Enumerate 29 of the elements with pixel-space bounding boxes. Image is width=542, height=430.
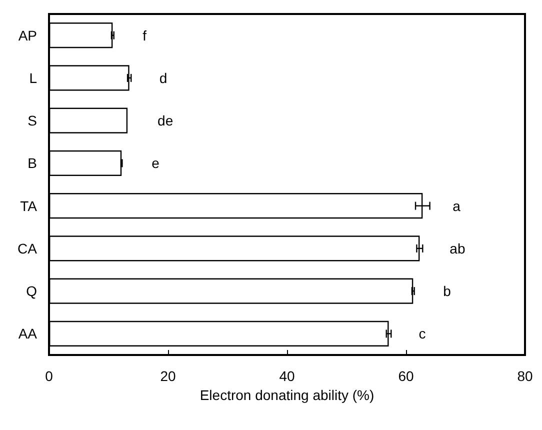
- bar: [49, 150, 122, 176]
- x-tick-label: 20: [160, 368, 176, 384]
- x-tick-label: 80: [517, 368, 533, 384]
- y-tick-label: L: [29, 70, 38, 86]
- bar: [49, 65, 130, 91]
- y-tick-label: AA: [18, 326, 38, 342]
- data-label: d: [159, 70, 168, 86]
- data-label: b: [443, 283, 452, 300]
- bar: [49, 320, 389, 346]
- x-axis-title: Electron donating ability (%): [200, 386, 374, 403]
- data-label: f: [142, 27, 147, 44]
- x-tick-label: 0: [45, 368, 54, 384]
- data-label: de: [158, 112, 174, 129]
- x-tick-label: 60: [398, 368, 414, 384]
- data-label: c: [418, 326, 426, 342]
- bar: [49, 22, 113, 48]
- data-label: e: [152, 155, 160, 172]
- y-tick-label: B: [28, 155, 37, 172]
- data-label: ab: [450, 240, 466, 256]
- bar: [49, 108, 128, 134]
- y-tick-label: AP: [18, 27, 37, 44]
- y-tick-label: S: [28, 112, 37, 129]
- y-tick-label: CA: [18, 240, 38, 256]
- bar: [49, 278, 414, 304]
- data-label: a: [452, 198, 461, 214]
- y-tick-label: TA: [20, 198, 38, 214]
- x-tick-label: 40: [279, 368, 295, 384]
- y-tick-label: Q: [26, 283, 38, 300]
- bar: [49, 236, 420, 262]
